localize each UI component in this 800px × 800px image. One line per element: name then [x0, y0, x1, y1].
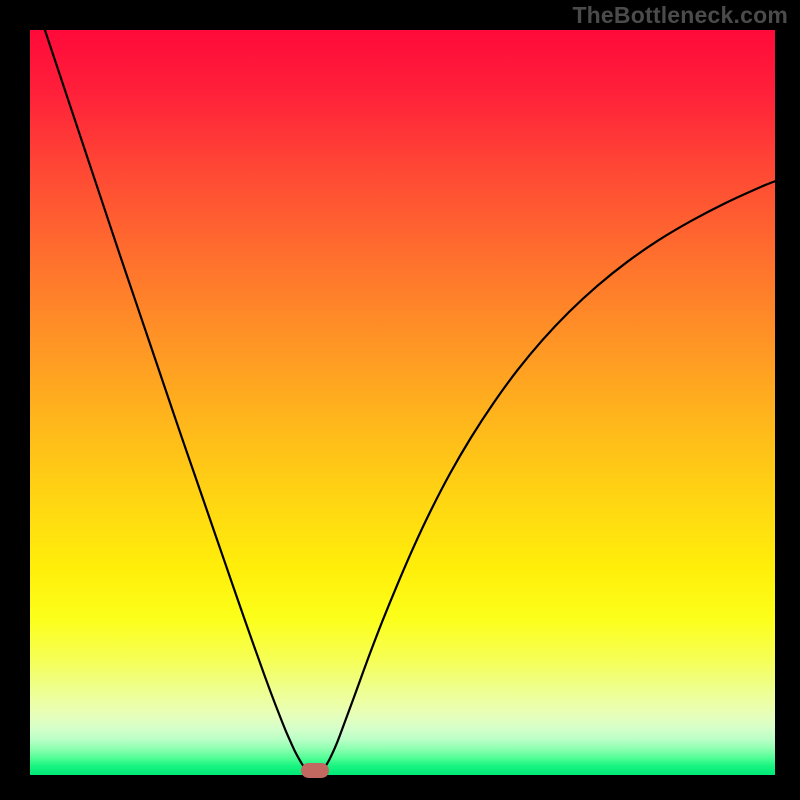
- optimum-marker: [301, 763, 329, 778]
- plot-area: [30, 30, 775, 775]
- bottleneck-curve: [30, 30, 775, 775]
- watermark-label: TheBottleneck.com: [572, 2, 788, 29]
